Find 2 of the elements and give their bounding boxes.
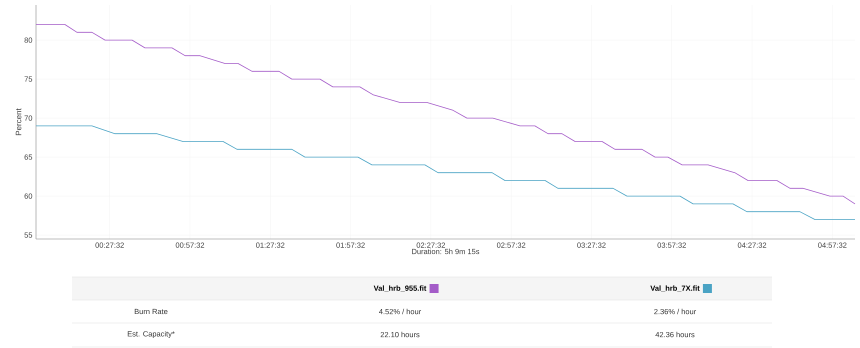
line-series [36,126,856,220]
line-series [36,24,856,204]
